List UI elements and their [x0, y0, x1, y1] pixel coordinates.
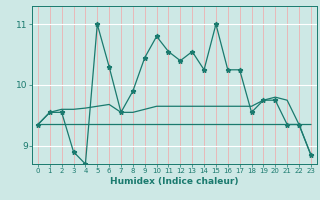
X-axis label: Humidex (Indice chaleur): Humidex (Indice chaleur)	[110, 177, 239, 186]
